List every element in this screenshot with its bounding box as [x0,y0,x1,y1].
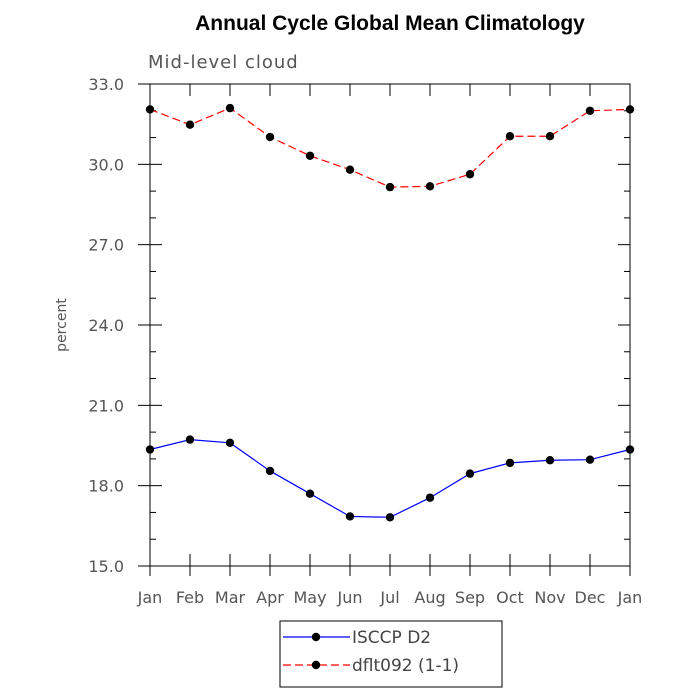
chart-subtitle: Mid-level cloud [148,52,299,73]
data-point [625,105,635,114]
x-tick-label: Aug [414,588,445,607]
y-tick-label: 30.0 [88,155,124,174]
legend-label: ISCCP D2 [352,628,431,648]
data-point [505,458,515,468]
x-tick-label: Jan [617,588,643,607]
data-point [385,513,395,522]
x-tick-label: Mar [215,588,246,607]
data-point [345,165,355,174]
x-tick-label: Oct [496,588,524,607]
y-tick-label: 21.0 [88,396,124,415]
legend: ISCCP D2 dflt092 (1-1) [279,620,503,688]
data-point [585,455,595,464]
axis-ticks: 15.0 18.0 21.0 24.0 27.0 30.0 33.0 Jan Feb Mar Apr… [88,75,642,607]
x-tick-label: May [293,588,326,607]
y-tick-label: 33.0 [88,75,124,94]
plot-border [149,83,631,567]
data-point [265,466,275,476]
data-point [465,469,475,478]
x-tick-label: Jun [337,588,363,607]
x-tick-label: Sep [455,588,485,607]
x-tick-label: Feb [176,588,204,607]
y-tick-label: 15.0 [88,557,124,576]
data-point [305,151,315,160]
x-tick-label: Jan [137,588,163,607]
data-point [265,132,275,142]
data-point [145,445,155,454]
data-point [545,132,555,141]
series-layer [145,103,635,522]
legend-marker [311,632,321,642]
data-point [185,120,195,129]
y-tick-label: 18.0 [88,477,124,496]
y-tick-label: 24.0 [88,316,124,335]
x-tick-label: Dec [575,588,606,607]
data-point [425,182,435,191]
series-line [149,107,631,188]
series-1 [145,103,635,192]
data-point [225,438,235,448]
series-line [149,439,631,518]
y-axis-label: percent [54,298,70,352]
x-tick-label: Nov [534,588,565,607]
legend-box [279,620,503,688]
plot-frame [149,83,631,567]
x-tick-label: Jul [379,588,399,607]
chart-title: Annual Cycle Global Mean Climatology [195,12,585,35]
series-0 [145,435,635,522]
data-point [345,512,355,521]
data-point [545,456,555,465]
data-point [145,105,155,114]
data-point [305,489,315,498]
x-tick-label: Apr [256,588,284,607]
data-point [505,132,515,141]
data-point [185,435,195,444]
data-point [585,106,595,115]
legend-label: dflt092 (1-1) [352,656,459,676]
data-point [385,182,395,192]
legend-marker [311,660,321,670]
y-tick-label: 27.0 [88,236,124,255]
data-point [225,103,235,113]
data-point [625,445,635,454]
data-point [425,493,435,502]
data-point [465,170,475,179]
